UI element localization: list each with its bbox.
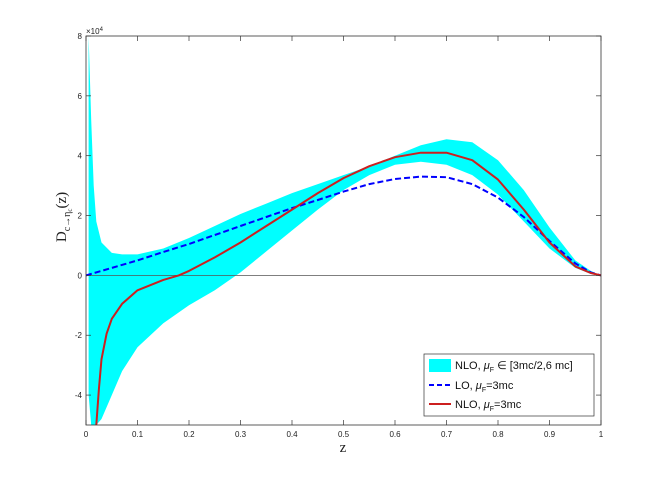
legend-box <box>423 353 595 417</box>
legend-band-label: NLO, <box>455 360 484 372</box>
y-axis-label-main: D <box>54 231 70 242</box>
x-tick-label: 0 <box>84 430 89 439</box>
x-tick-label: 0.5 <box>338 430 350 439</box>
legend-entry-nlo: NLO, μF=3mc <box>455 399 522 413</box>
x-tick-label: 0.7 <box>441 430 453 439</box>
legend-band-mu: μ <box>483 360 490 372</box>
x-tick-label: 1 <box>599 430 604 439</box>
lo-series-line <box>86 175 601 277</box>
legend-lo-rest: =3mc <box>486 380 514 392</box>
y-axis-label-arg: (z) <box>54 192 70 209</box>
legend: NLO, μF ∈ [3mc/2,6 mc] LO, μF=3mc NLO, μ… <box>423 353 595 417</box>
y-axis-label: Dc→ηc(z) <box>54 192 74 242</box>
x-tick-label: 0.8 <box>492 430 504 439</box>
legend-band-rest: ∈ [3mc/2,6 mc] <box>494 360 573 372</box>
legend-lo-sub: F <box>482 387 486 394</box>
legend-band-swatch <box>429 359 451 372</box>
x-tick-label: 0.6 <box>389 430 401 439</box>
legend-nlo-rest: =3mc <box>494 399 522 411</box>
x-tick-label: 0.2 <box>183 430 195 439</box>
y-axis-label-sub: c→η <box>62 212 73 232</box>
legend-band-sub: F <box>490 367 494 374</box>
y-exponent-power: 4 <box>100 27 104 33</box>
legend-lo-mu: μ <box>475 380 482 392</box>
x-tick-label: 0.3 <box>235 430 247 439</box>
legend-nlo-mu: μ <box>483 399 490 411</box>
x-tick-label: 0.4 <box>286 430 298 439</box>
y-tick-label: -4 <box>75 391 83 400</box>
y-tick-label: 6 <box>78 92 83 101</box>
nlo-series-line <box>95 151 601 425</box>
legend-lo-label: LO, <box>455 380 476 392</box>
y-tick-label: -2 <box>75 331 83 340</box>
axes: 0 0.1 0.2 0.3 0.4 0.5 0.6 0.7 0.8 0.9 1 -4 -2 0 2 4 6 8 <box>75 32 604 439</box>
y-exponent-label: ×104 <box>86 27 104 36</box>
y-tick-label: 0 <box>78 271 83 280</box>
legend-nlo-label: NLO, <box>455 399 484 411</box>
y-axis-label-subsub: c <box>66 209 74 212</box>
legend-nlo-sub: F <box>490 406 494 413</box>
y-exponent-base: ×10 <box>86 27 100 36</box>
y-tick-label: 4 <box>78 152 83 161</box>
x-axis-label: z <box>340 440 347 456</box>
y-tick-label: 8 <box>78 32 83 41</box>
plot-area <box>86 36 601 425</box>
legend-entry-band: NLO, μF ∈ [3mc/2,6 mc] <box>455 360 573 374</box>
x-tick-label: 0.9 <box>544 430 556 439</box>
y-tick-label: 2 <box>78 212 83 221</box>
x-tick-label: 0.1 <box>132 430 144 439</box>
legend-entry-lo: LO, μF=3mc <box>455 380 514 394</box>
